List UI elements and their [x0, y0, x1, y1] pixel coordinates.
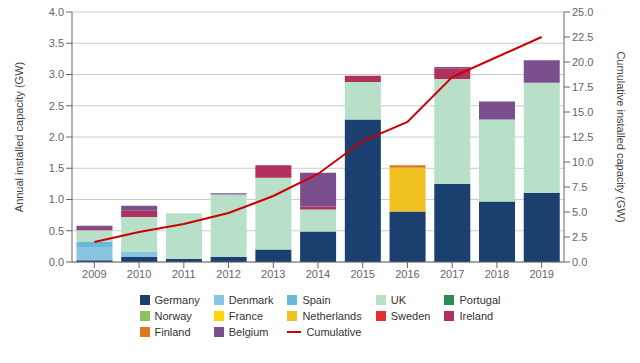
svg-text:2010: 2010	[127, 268, 151, 280]
svg-text:10.0: 10.0	[572, 156, 593, 168]
html-text:Norway: Norway	[154, 310, 192, 322]
svg-text:17.5: 17.5	[572, 81, 593, 93]
svg-text:2013: 2013	[261, 268, 285, 280]
svg-text:0.0: 0.0	[572, 256, 587, 268]
svg-text:2.5: 2.5	[572, 231, 587, 243]
svg-text:12.5: 12.5	[572, 131, 593, 143]
svg-text:2015: 2015	[350, 268, 374, 280]
html-text:Germany: Germany	[154, 294, 200, 306]
svg-text:7.5: 7.5	[572, 181, 587, 193]
svg-text:15.0: 15.0	[572, 106, 593, 118]
html-text:Sweden: Sweden	[390, 310, 431, 322]
svg-text:22.5: 22.5	[572, 31, 593, 43]
svg-text:2012: 2012	[216, 268, 240, 280]
html-text:Finland: Finland	[154, 326, 191, 338]
html-text:Portugal: Portugal	[459, 294, 501, 306]
svg-text:25.0: 25.0	[572, 6, 593, 18]
html-text:Spain: Spain	[302, 294, 331, 306]
html-text:France: France	[228, 310, 263, 322]
svg-text:Annual installed capacity (GW): Annual installed capacity (GW)	[13, 62, 25, 212]
html-text:Denmark: Denmark	[228, 294, 274, 306]
svg-text:2.0: 2.0	[49, 131, 64, 143]
html-text:UK: UK	[390, 294, 406, 306]
svg-text:2009: 2009	[82, 268, 106, 280]
svg-text:2017: 2017	[440, 268, 464, 280]
html-text:Netherlands: Netherlands	[302, 310, 362, 322]
svg-text:2011: 2011	[172, 268, 196, 280]
svg-text:2016: 2016	[395, 268, 419, 280]
svg-text:2019: 2019	[529, 268, 553, 280]
svg-text:20.0: 20.0	[572, 56, 593, 68]
svg-text:3.0: 3.0	[49, 68, 64, 80]
svg-text:3.5: 3.5	[49, 37, 64, 49]
html-text:Ireland: Ireland	[459, 310, 494, 322]
svg-text:1.0: 1.0	[49, 193, 64, 205]
svg-text:Cumulative installed capacity: Cumulative installed capacity (GW)	[615, 51, 627, 222]
svg-text:2014: 2014	[306, 268, 330, 280]
html-text:Belgium: Belgium	[228, 326, 269, 338]
html-text:Cumulative: Cumulative	[306, 326, 362, 338]
svg-text:0.0: 0.0	[49, 256, 64, 268]
svg-text:2.5: 2.5	[49, 100, 64, 112]
svg-text:5.0: 5.0	[572, 206, 587, 218]
svg-text:4.0: 4.0	[49, 6, 64, 18]
svg-text:2018: 2018	[485, 268, 509, 280]
svg-text:0.5: 0.5	[49, 225, 64, 237]
svg-text:1.5: 1.5	[49, 162, 64, 174]
